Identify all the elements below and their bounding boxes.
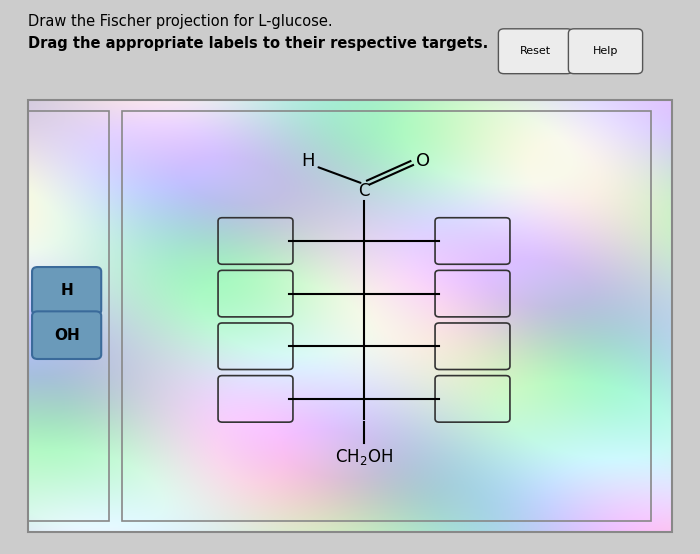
Text: Reset: Reset: [520, 46, 551, 57]
Text: Help: Help: [593, 46, 618, 57]
Text: O: O: [416, 152, 430, 170]
Text: H: H: [60, 283, 73, 299]
Text: OH: OH: [54, 327, 80, 343]
Text: Draw the Fischer projection for L-glucose.: Draw the Fischer projection for L-glucos…: [28, 14, 332, 29]
FancyBboxPatch shape: [32, 267, 102, 315]
Text: Drag the appropriate labels to their respective targets.: Drag the appropriate labels to their res…: [28, 36, 489, 51]
FancyBboxPatch shape: [498, 29, 573, 74]
Text: CH$_2$OH: CH$_2$OH: [335, 447, 393, 467]
FancyBboxPatch shape: [32, 311, 102, 359]
Text: H: H: [301, 152, 315, 170]
FancyBboxPatch shape: [568, 29, 643, 74]
Text: C: C: [358, 182, 370, 200]
